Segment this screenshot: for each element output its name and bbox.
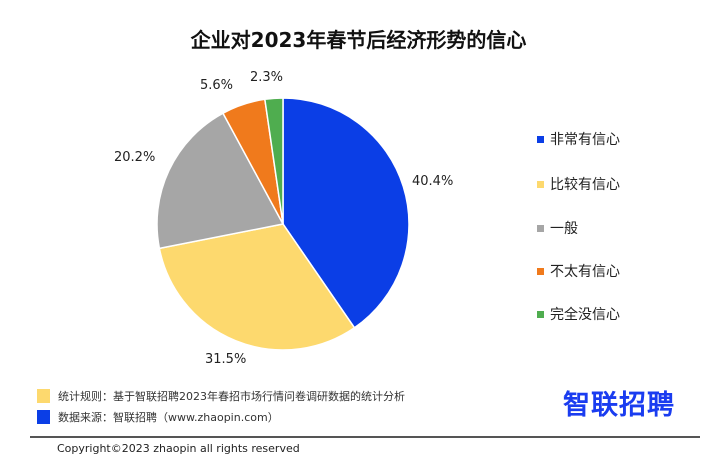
pie-slice-2: [156, 112, 285, 250]
pie-slice-4: [264, 97, 284, 225]
legend-item: 不太有信心: [537, 261, 620, 281]
footer-rule-note: 统计规则：基于智联招聘2023年春招市场行情问卷调研数据的统计分析: [37, 388, 405, 404]
note-text: 统计规则：基于智联招聘2023年春招市场行情问卷调研数据的统计分析: [58, 390, 405, 403]
legend-label: 不太有信心: [550, 264, 620, 280]
data-label: 2.3%: [250, 70, 284, 85]
note-swatch: [37, 389, 50, 403]
data-label: 5.6%: [200, 78, 234, 93]
legend-label: 比较有信心: [550, 177, 620, 193]
footer-source-note: 数据来源：智联招聘（www.zhaopin.com）: [37, 409, 279, 425]
note-text: 数据来源：智联招聘（www.zhaopin.com）: [58, 411, 279, 424]
legend-label: 完全没信心: [550, 307, 620, 323]
pie-slice-0: [282, 97, 410, 329]
legend-item: 非常有信心: [537, 129, 620, 149]
data-label: 31.5%: [205, 352, 247, 367]
legend-swatch: [537, 224, 544, 232]
divider: [30, 436, 700, 438]
data-label: 20.2%: [114, 150, 156, 165]
chart-title: 企业对2023年春节后经济形势的信心: [190, 28, 527, 52]
zhaopin-logo: 智联招聘: [563, 390, 675, 421]
legend-swatch: [537, 310, 544, 318]
legend-swatch: [537, 135, 544, 143]
legend-swatch: [537, 180, 544, 188]
note-swatch: [37, 410, 50, 424]
copyright: Copyright©2023 zhaopin all rights reserv…: [57, 442, 300, 455]
legend-item: 完全没信心: [537, 304, 620, 324]
legend-item: 比较有信心: [537, 174, 620, 194]
legend-label: 一般: [550, 221, 578, 237]
legend-item: 一般: [537, 218, 578, 238]
legend-swatch: [537, 267, 544, 275]
pie-slice-1: [158, 223, 356, 351]
data-label: 40.4%: [412, 174, 454, 189]
legend-label: 非常有信心: [550, 132, 620, 148]
